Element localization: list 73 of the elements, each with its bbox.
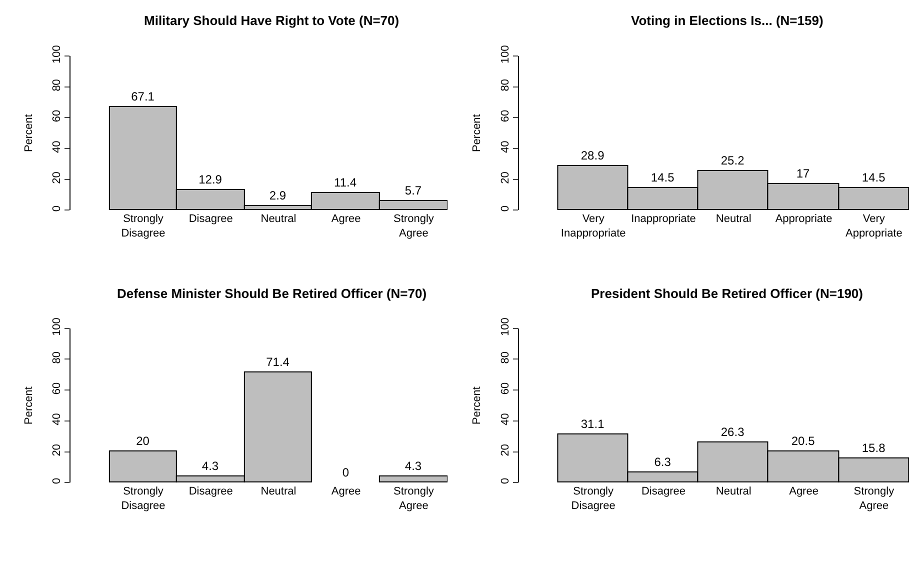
y-axis-title: Percent bbox=[22, 114, 35, 152]
y-tick-label: 20 bbox=[499, 444, 512, 456]
y-tick-label: 80 bbox=[499, 351, 512, 364]
x-tick-label: Disagree bbox=[188, 213, 233, 226]
x-tick-label: Neutral bbox=[716, 213, 752, 226]
y-tick-label: 40 bbox=[499, 413, 512, 426]
y-tick-label: 80 bbox=[51, 79, 64, 92]
x-tick-label: Disagree bbox=[641, 486, 686, 498]
x-tick-label: Strongly Agree bbox=[854, 486, 895, 512]
y-tick-label: 80 bbox=[51, 351, 64, 364]
data-label: 15.8 bbox=[862, 440, 886, 455]
data-label: 26.3 bbox=[720, 424, 745, 439]
y-tick-label: 0 bbox=[499, 478, 512, 484]
y-tick-label: 20 bbox=[51, 172, 64, 184]
x-tick-label: Strongly Disagree bbox=[121, 213, 166, 240]
data-label: 11.4 bbox=[334, 175, 357, 190]
chart-title: Defense Minister Should Be Retired Officer (N=70) bbox=[117, 286, 427, 301]
y-tick-label: 100 bbox=[499, 318, 512, 336]
x-tick-label: Disagree bbox=[188, 486, 233, 498]
y-tick-label: 100 bbox=[51, 318, 64, 336]
x-tick-label: Strongly Disagree bbox=[121, 486, 166, 512]
data-label: 6.3 bbox=[654, 454, 672, 469]
y-axis-title: Percent bbox=[471, 114, 484, 152]
y-tick-label: 60 bbox=[51, 382, 64, 395]
x-tick-label: Inappropriate bbox=[631, 213, 696, 226]
data-label: 20 bbox=[136, 434, 150, 448]
chart-title: Military Should Have Right to Vote (N=70) bbox=[144, 13, 400, 28]
data-label: 25.2 bbox=[720, 153, 745, 168]
data-label: 4.3 bbox=[404, 458, 422, 473]
y-axis-title: Percent bbox=[22, 386, 35, 424]
y-tick-label: 100 bbox=[51, 45, 64, 64]
data-label: 28.9 bbox=[580, 148, 605, 162]
x-tick-label: Strongly Agree bbox=[394, 486, 434, 512]
data-label: 2.9 bbox=[269, 188, 286, 202]
x-tick-label: Neutral bbox=[716, 486, 752, 498]
y-tick-label: 60 bbox=[51, 110, 64, 122]
data-label: 12.9 bbox=[198, 172, 222, 186]
y-tick-label: 100 bbox=[499, 45, 512, 64]
y-tick-label: 40 bbox=[51, 413, 64, 426]
data-label: 14.5 bbox=[650, 170, 675, 184]
x-tick-label: Neutral bbox=[260, 213, 296, 226]
data-label: 31.1 bbox=[580, 416, 605, 431]
y-tick-label: 0 bbox=[51, 205, 64, 212]
data-label: 71.4 bbox=[266, 354, 290, 369]
x-tick-label: Very Inappropriate bbox=[560, 213, 626, 240]
chart-title: President Should Be Retired Officer (N=190) bbox=[591, 286, 863, 301]
y-tick-label: 20 bbox=[499, 172, 512, 184]
y-tick-label: 80 bbox=[499, 79, 512, 92]
y-tick-label: 0 bbox=[51, 478, 64, 484]
y-axis-title: Percent bbox=[471, 386, 484, 424]
x-tick-label: Agree bbox=[331, 213, 361, 226]
data-label: 4.3 bbox=[202, 458, 219, 473]
y-tick-label: 60 bbox=[499, 110, 512, 122]
y-tick-label: 40 bbox=[499, 140, 512, 153]
y-tick-label: 0 bbox=[499, 205, 512, 212]
x-tick-label: Appropriate bbox=[775, 213, 832, 226]
x-tick-label: Neutral bbox=[260, 486, 296, 498]
x-tick-label: Agree bbox=[331, 486, 361, 498]
data-label: 20.5 bbox=[791, 434, 816, 448]
y-tick-label: 60 bbox=[499, 382, 512, 395]
data-label: 5.7 bbox=[404, 183, 422, 198]
data-label: 0 bbox=[342, 466, 350, 480]
y-tick-label: 20 bbox=[51, 444, 64, 456]
data-label: 14.5 bbox=[862, 170, 886, 184]
x-tick-label: Agree bbox=[789, 486, 818, 498]
y-tick-label: 40 bbox=[51, 140, 64, 153]
data-label: 17 bbox=[796, 166, 810, 180]
x-tick-label: Very Appropriate bbox=[845, 213, 902, 240]
x-tick-label: Strongly Disagree bbox=[571, 486, 616, 512]
bar bbox=[378, 475, 448, 482]
x-tick-label: Strongly Agree bbox=[394, 213, 434, 240]
chart-title: Voting in Elections Is... (N=159) bbox=[631, 13, 824, 28]
data-label: 67.1 bbox=[131, 89, 155, 104]
